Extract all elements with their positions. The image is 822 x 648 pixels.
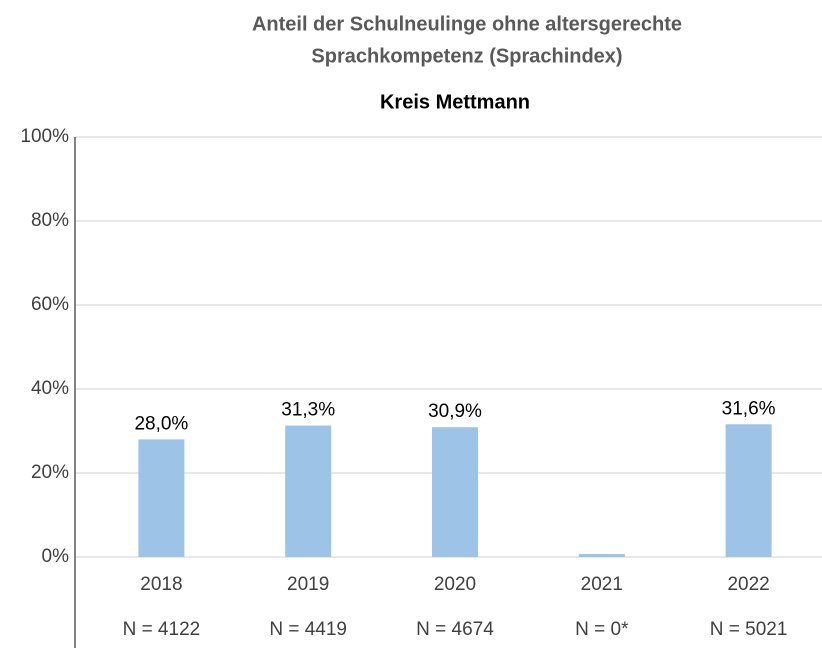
bar <box>432 427 478 557</box>
bar <box>138 439 185 557</box>
x-tick-sample-size: N = 4419 <box>269 619 347 640</box>
x-tick-sample-size: N = 4122 <box>123 619 201 640</box>
y-tick-label: 100% <box>20 126 69 147</box>
x-tick-label: 2021 <box>581 574 623 595</box>
data-label: 28,0% <box>134 413 188 434</box>
x-tick-sample-size: N = 0* <box>575 619 629 640</box>
chart-title: Sprachkompetenz (Sprachindex) <box>311 45 622 67</box>
chart-subtitle: Kreis Mettmann <box>380 91 530 113</box>
data-label: 31,3% <box>281 400 335 421</box>
y-tick-label: 20% <box>31 462 69 483</box>
chart-title: Anteil der Schulneulinge ohne altersgere… <box>252 13 682 35</box>
x-tick-label: 2019 <box>287 574 329 595</box>
bar <box>285 425 332 557</box>
y-tick-label: 60% <box>31 294 69 315</box>
x-tick-sample-size: N = 5021 <box>710 619 788 640</box>
data-label: 31,6% <box>722 398 776 419</box>
x-tick-label: 2020 <box>434 574 476 595</box>
y-tick-label: 80% <box>31 210 69 231</box>
x-tick-sample-size: N = 4674 <box>416 619 494 640</box>
x-tick-label: 2018 <box>140 574 182 595</box>
y-tick-label: 0% <box>42 546 70 567</box>
bar <box>725 424 772 557</box>
bar <box>578 554 625 557</box>
x-tick-label: 2022 <box>727 574 769 595</box>
data-label: 30,9% <box>428 401 482 422</box>
y-tick-label: 40% <box>31 378 69 399</box>
